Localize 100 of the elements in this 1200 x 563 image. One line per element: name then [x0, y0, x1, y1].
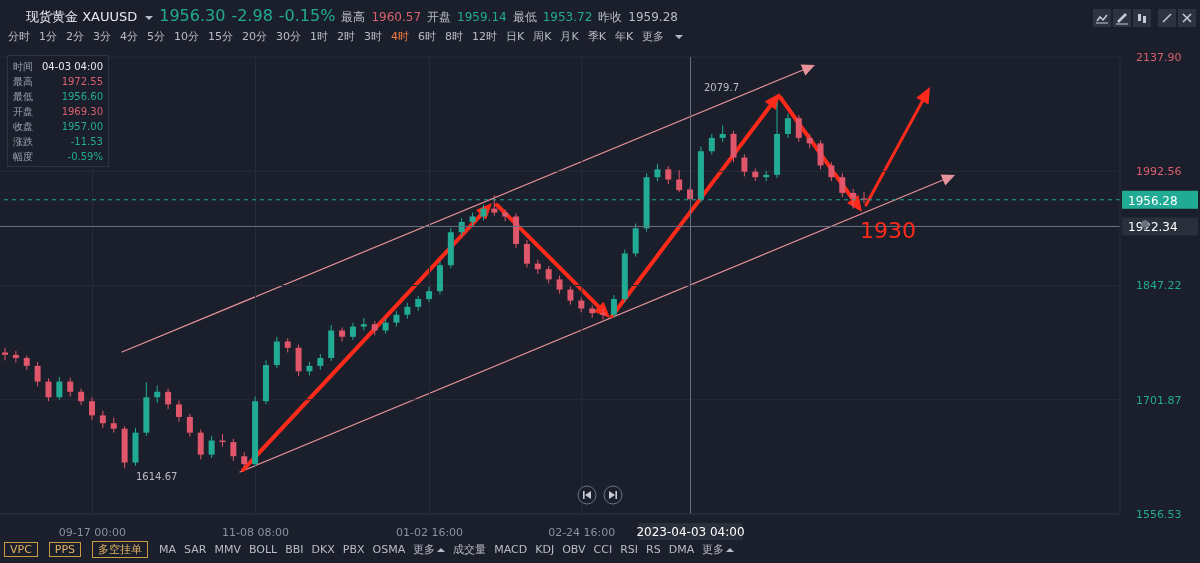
candlestick	[676, 169, 683, 193]
annotation: 涨跌	[13, 135, 33, 149]
text: 日K	[506, 29, 525, 44]
text: 3时	[364, 29, 382, 44]
candlestick	[2, 347, 8, 361]
candlestick	[186, 413, 193, 438]
candlestick	[784, 113, 791, 139]
candlestick	[665, 165, 672, 185]
y-tick-label: 2137.90	[1136, 51, 1182, 64]
candlestick	[708, 133, 715, 155]
candlestick	[67, 377, 74, 398]
annotation: 时间	[13, 60, 33, 74]
text: PPS	[48, 542, 82, 557]
x-tick-label: 2023-04-03 04:00	[636, 525, 745, 539]
annotation: 1930	[860, 218, 916, 243]
text: 1959.28	[628, 10, 678, 24]
text: 周K	[533, 29, 552, 44]
annotation: -0.59%	[67, 150, 103, 164]
text: 昨收	[598, 9, 623, 26]
candlestick	[426, 285, 433, 303]
text: -2.98	[231, 6, 273, 25]
text: MA	[159, 543, 177, 556]
text: OSMA	[372, 543, 406, 556]
text: 最高	[341, 9, 366, 26]
x-tick-label: 09-17 00:00	[58, 526, 127, 539]
y-tick-label: 1992.56	[1136, 165, 1182, 179]
text: 6时	[418, 29, 436, 44]
text: 12时	[472, 29, 497, 44]
text: 2分	[66, 29, 84, 44]
text: BOLL	[248, 543, 278, 556]
text: 更多	[702, 542, 725, 557]
text: 1956.30	[159, 6, 226, 25]
y-tick-label: 1847.22	[1136, 279, 1182, 293]
candlestick	[491, 194, 498, 217]
candlestick	[12, 350, 19, 364]
annotation: 最高	[13, 75, 33, 89]
text: 5分	[147, 29, 165, 44]
candlestick	[850, 188, 857, 210]
x-tick-label: 01-02 16:00	[395, 526, 464, 539]
candlestick	[817, 139, 824, 170]
text: 30分	[276, 29, 301, 44]
text: BBI	[285, 543, 304, 556]
candlestick	[556, 274, 563, 295]
annotation: 收盘	[13, 120, 33, 134]
text: 开盘	[427, 9, 452, 26]
text: 20分	[242, 29, 267, 44]
candlestick	[99, 410, 106, 429]
annotation: 1969.30	[61, 105, 103, 119]
candlestick	[45, 377, 52, 402]
annotation: 1957.00	[61, 120, 103, 134]
text: 3分	[93, 29, 111, 44]
text: RSI	[620, 543, 639, 556]
candlestick	[741, 153, 748, 177]
candlestick	[828, 161, 835, 182]
candlestick	[567, 285, 574, 306]
text: 15分	[208, 29, 233, 44]
text: 分时	[8, 29, 30, 44]
candlestick	[339, 326, 346, 342]
candlestick	[175, 399, 182, 423]
candlestick	[34, 361, 41, 387]
text: MACD	[494, 543, 528, 556]
annotation: 开盘	[13, 105, 33, 119]
candlestick	[730, 130, 737, 163]
text: RS	[646, 543, 661, 556]
text: DKX	[311, 543, 335, 556]
candlestick	[523, 239, 530, 269]
candlestick	[230, 438, 237, 462]
text: OBV	[562, 543, 586, 556]
candlestick	[610, 294, 617, 319]
text: 年K	[614, 29, 634, 44]
text: KDJ	[535, 543, 555, 556]
annotation: 1614.67	[136, 471, 178, 482]
text: 更多	[642, 29, 665, 44]
text: 1分	[39, 29, 57, 44]
y-tick-label: 1701.87	[1136, 393, 1182, 407]
ref-line-label: 1956.28	[1128, 193, 1178, 208]
text: 成交量	[453, 542, 487, 557]
text: 最低	[512, 9, 537, 26]
candlestick	[600, 307, 607, 320]
x-tick-label: 02-24 16:00	[548, 526, 616, 539]
text: -0.15%	[278, 6, 336, 25]
text: 1时	[310, 29, 328, 44]
text: 4分	[120, 29, 138, 44]
annotation: -11.53	[70, 135, 103, 149]
y-tick-label: 1556.53	[1136, 508, 1182, 521]
text: DMA	[668, 543, 695, 556]
text: MMV	[214, 543, 241, 556]
text: 月K	[560, 29, 579, 44]
text: 1960.57	[371, 10, 422, 24]
text: 更多	[413, 542, 436, 557]
candlestick	[273, 336, 280, 369]
annotation: 2079.7	[704, 82, 739, 93]
annotation: 1972.55	[61, 75, 103, 89]
text: 1953.72	[542, 10, 593, 24]
candlestick	[88, 396, 95, 421]
candlestick	[795, 114, 802, 143]
text: 多空挂单	[92, 541, 149, 558]
text: 1959.14	[457, 10, 507, 24]
text: SAR	[184, 543, 207, 556]
text: 8时	[445, 29, 463, 44]
